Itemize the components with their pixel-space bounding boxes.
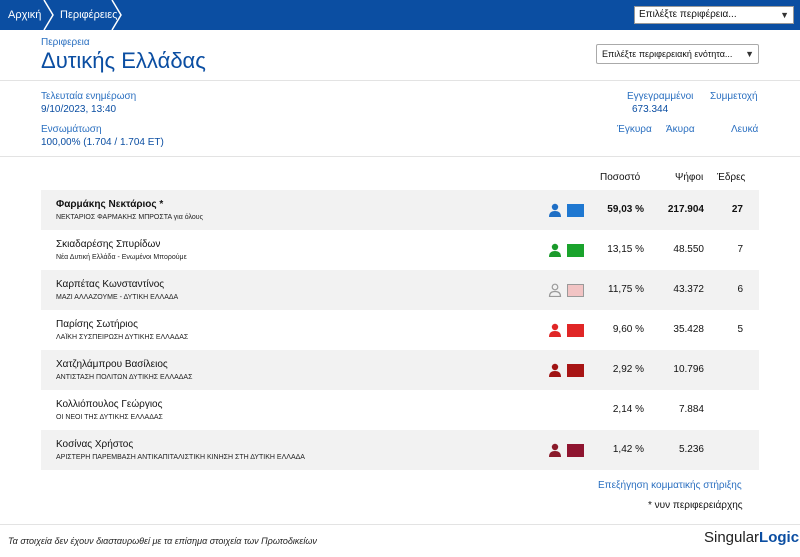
votes-value: 217.904 bbox=[667, 204, 704, 215]
table-row[interactable]: Κολλιόπουλος Γεώργιος ΟΙ ΝΕΟΙ ΤΗΣ ΔΥΤΙΚΗ… bbox=[41, 390, 759, 430]
person-icon bbox=[549, 203, 561, 217]
region-select[interactable]: Επιλέξτε περιφέρεια... ▼ bbox=[634, 6, 794, 24]
seats-value: 27 bbox=[731, 204, 743, 215]
percentage-value: 2,14 % bbox=[612, 404, 644, 415]
party-color-swatch bbox=[567, 444, 584, 457]
party-color-swatch bbox=[567, 284, 584, 297]
table-row[interactable]: Φαρμάκης Νεκτάριος * ΝΕΚΤΑΡΙΟΣ ΦΑΡΜΑΚΗΣ … bbox=[41, 190, 759, 230]
party-name: Νέα Δυτική Ελλάδα - Ενωμένοι Μπορούμε bbox=[56, 254, 187, 261]
integration-value: 100,00% (1.704 / 1.704 ΕΤ) bbox=[41, 137, 164, 148]
party-name: ΑΡΙΣΤΕΡΗ ΠΑΡΕΜΒΑΣΗ ΑΝΤΙΚΑΠΙΤΑΛΙΣΤΙΚΗ ΚΙΝ… bbox=[56, 454, 305, 461]
party-name: ΝΕΚΤΑΡΙΟΣ ΦΑΡΜΑΚΗΣ ΜΠΡΟΣΤΑ για όλους bbox=[56, 214, 203, 221]
last-update-label: Τελευταία ενημέρωση bbox=[41, 91, 137, 102]
votes-value: 5.236 bbox=[678, 444, 704, 455]
votes-value: 35.428 bbox=[673, 324, 704, 335]
candidate-name: Χατζηλάμπρου Βασίλειος bbox=[56, 359, 168, 370]
votes-value: 10.796 bbox=[673, 364, 704, 375]
region-select-value: Επιλέξτε περιφέρεια... bbox=[639, 9, 737, 20]
divider bbox=[0, 80, 800, 81]
logo-text-logic: Logic bbox=[759, 529, 800, 546]
table-row[interactable]: Παρίσης Σωτήριος ΛΑΪΚΗ ΣΥΣΠΕΙΡΩΣΗ ΔΥΤΙΚΗ… bbox=[41, 310, 759, 350]
column-header-percentage: Ποσοστό bbox=[600, 172, 641, 183]
person-icon bbox=[549, 443, 561, 457]
table-row[interactable]: Χατζηλάμπρου Βασίλειος ΑΝΤΙΣΤΑΣΗ ΠΟΛΙΤΩΝ… bbox=[41, 350, 759, 390]
person-icon bbox=[549, 323, 561, 337]
party-color-swatch bbox=[567, 204, 584, 217]
last-update-value: 9/10/2023, 13:40 bbox=[41, 104, 117, 115]
percentage-value: 13,15 % bbox=[607, 244, 644, 255]
invalid-label: Άκυρα bbox=[666, 124, 695, 135]
percentage-value: 59,03 % bbox=[607, 204, 644, 215]
seats-value: 7 bbox=[737, 244, 743, 255]
party-name: ΜΑΖΙ ΑΛΛΑΖΟΥΜΕ - ΔΥΤΙΚΗ ΕΛΛΑΔΑ bbox=[56, 294, 179, 301]
party-color-swatch bbox=[567, 364, 584, 377]
table-row[interactable]: Σκιαδαρέσης Σπυρίδων Νέα Δυτική Ελλάδα -… bbox=[41, 230, 759, 270]
valid-label: Έγκυρα bbox=[617, 124, 652, 135]
table-row[interactable]: Κοσίνας Χρήστος ΑΡΙΣΤΕΡΗ ΠΑΡΕΜΒΑΣΗ ΑΝΤΙΚ… bbox=[41, 430, 759, 470]
page-title: Δυτικής Ελλάδας bbox=[41, 48, 206, 73]
percentage-value: 1,42 % bbox=[612, 444, 644, 455]
top-nav-bar: Αρχική Περιφέρειες Επιλέξτε περιφέρεια..… bbox=[0, 0, 800, 30]
candidate-name: Κολλιόπουλος Γεώργιος bbox=[56, 399, 163, 410]
unit-select[interactable]: Επιλέξτε περιφερειακή ενότητα... ▼ bbox=[596, 44, 759, 64]
singularlogic-logo[interactable]: SingularLogic bbox=[704, 529, 799, 546]
column-header-votes: Ψήφοι bbox=[675, 172, 704, 183]
chevron-down-icon: ▼ bbox=[745, 49, 754, 59]
candidate-name: Σκιαδαρέσης Σπυρίδων bbox=[56, 239, 161, 250]
region-kicker: Περιφερεια bbox=[41, 37, 90, 48]
chevron-down-icon: ▼ bbox=[780, 10, 789, 20]
registered-label: Εγγεγραμμένοι bbox=[627, 91, 694, 102]
party-name: ΑΝΤΙΣΤΑΣΗ ΠΟΛΙΤΩΝ ΔΥΤΙΚΗΣ ΕΛΛΑΔΑΣ bbox=[56, 374, 193, 381]
blank-label: Λευκά bbox=[731, 124, 759, 135]
integration-label: Ενσωμάτωση bbox=[41, 124, 102, 135]
registered-value: 673.344 bbox=[632, 104, 669, 115]
candidate-name: Καρπέτας Κωνσταντίνος bbox=[56, 279, 165, 290]
candidate-name: Φαρμάκης Νεκτάριος * bbox=[56, 199, 164, 210]
incumbent-footnote: * νυν περιφερειάρχης bbox=[648, 500, 743, 511]
percentage-value: 11,75 % bbox=[608, 284, 644, 295]
percentage-value: 9,60 % bbox=[612, 324, 644, 335]
unit-select-value: Επιλέξτε περιφερειακή ενότητα... bbox=[602, 49, 733, 59]
breadcrumb-regions[interactable]: Περιφέρειες bbox=[60, 9, 118, 21]
logo-text-singular: Singular bbox=[704, 529, 760, 546]
party-support-explanation-link[interactable]: Επεξήγηση κομματικής στήριξης bbox=[598, 480, 742, 491]
table-row[interactable]: Καρπέτας Κωνσταντίνος ΜΑΖΙ ΑΛΛΑΖΟΥΜΕ - Δ… bbox=[41, 270, 759, 310]
person-icon bbox=[549, 243, 561, 257]
column-header-seats: Έδρες bbox=[717, 172, 746, 183]
votes-value: 48.550 bbox=[673, 244, 704, 255]
turnout-label: Συμμετοχή bbox=[710, 91, 758, 102]
party-name: ΛΑΪΚΗ ΣΥΣΠΕΙΡΩΣΗ ΔΥΤΙΚΗΣ ΕΛΛΑΔΑΣ bbox=[56, 334, 189, 341]
candidate-name: Παρίσης Σωτήριος bbox=[56, 319, 138, 330]
candidate-name: Κοσίνας Χρήστος bbox=[56, 439, 134, 450]
disclaimer-text: Τα στοιχεία δεν έχουν διασταυρωθεί με τα… bbox=[8, 536, 317, 546]
divider bbox=[0, 524, 800, 525]
party-color-swatch bbox=[567, 244, 584, 257]
breadcrumb-separator-icon bbox=[111, 0, 122, 30]
person-outline-icon bbox=[548, 283, 562, 297]
party-color-swatch bbox=[567, 324, 584, 337]
seats-value: 5 bbox=[737, 324, 743, 335]
votes-value: 7.884 bbox=[678, 404, 704, 415]
seats-value: 6 bbox=[737, 284, 743, 295]
breadcrumb-separator-icon bbox=[43, 0, 54, 30]
person-icon bbox=[549, 363, 561, 377]
percentage-value: 2,92 % bbox=[612, 364, 644, 375]
breadcrumb-home[interactable]: Αρχική bbox=[8, 9, 42, 21]
divider bbox=[0, 156, 800, 157]
party-name: ΟΙ ΝΕΟΙ ΤΗΣ ΔΥΤΙΚΗΣ ΕΛΛΑΔΑΣ bbox=[56, 414, 163, 421]
votes-value: 43.372 bbox=[673, 284, 704, 295]
